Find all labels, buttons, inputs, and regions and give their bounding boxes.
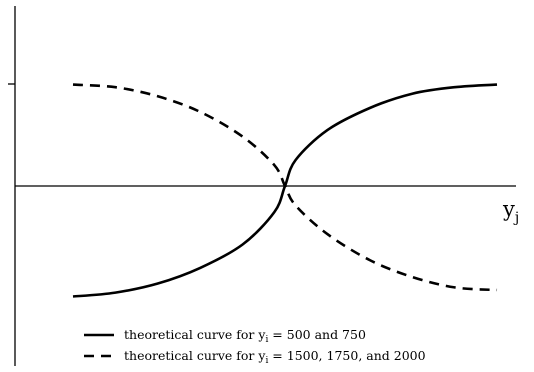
legend-entry-dashed: theoretical curve for yi = 1500, 1750, a… [84,348,426,366]
legend-label-solid-text: theoretical curve for y [124,327,266,342]
legend-label-solid: theoretical curve for yi = 500 and 750 [124,327,366,345]
legend-label-dashed-subscript: i [265,356,268,366]
legend-label-dashed-value: = 1500, 1750, and 2000 [268,348,425,363]
series-curve-dashed [72,83,498,292]
axes [8,6,516,366]
legend-label-dashed: theoretical curve for yi = 1500, 1750, a… [124,348,426,366]
curves [72,83,498,298]
legend-label-solid-subscript: i [265,335,268,345]
legend-label-dashed-text: theoretical curve for y [124,348,266,363]
x-axis-label-subscript: j [513,210,519,226]
series-curve-solid [72,83,498,298]
legend-label-solid-value: = 500 and 750 [268,327,366,342]
legend-entry-solid: theoretical curve for yi = 500 and 750 [84,327,366,345]
legend: theoretical curve for yi = 500 and 750 t… [84,327,426,366]
x-axis-label: yj [502,197,519,226]
x-axis-label-base: y [502,197,515,221]
